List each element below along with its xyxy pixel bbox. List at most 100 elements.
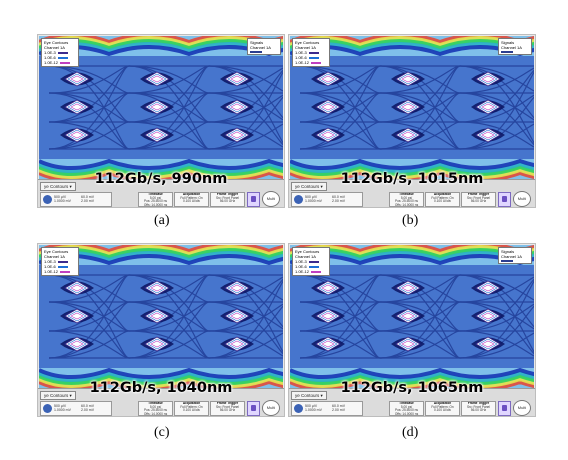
lock-body-icon: [251, 405, 256, 411]
legend-entry: 1.0E-12: [295, 269, 327, 274]
frame-trigger-box[interactable]: Frame Trigger Src: Front Panel 56.00 GHz: [210, 401, 245, 416]
info-box-value: 5.00 ps/: [400, 404, 413, 409]
lock-icon[interactable]: [498, 192, 511, 207]
bottom-bar: ye Contours ▾ 500 µV/ 1.0000 mV 60.0 mV 2.0…: [38, 388, 284, 416]
info-box-header: Acquisition: [433, 401, 452, 405]
eye-panel-a: Eye Contours Channel 1A 1.0E-3 1.0E-6 1.0E-1…: [37, 34, 285, 208]
eye-diagram-screen[interactable]: [39, 245, 283, 388]
signals-legend: Signals Channel 1A: [498, 247, 532, 264]
lock-body-icon: [251, 196, 256, 202]
eye-contours-legend: Eye Contours Channel 1A 1.0E-3 1.0E-6 1.0E-1…: [292, 38, 330, 67]
acquisition-box[interactable]: Acquisition Full Pattern: On 0.100 UI/div: [425, 192, 460, 207]
legend-title: Eye Contours: [295, 40, 320, 45]
acquisition-box[interactable]: Acquisition Full Pattern: On 0.100 UI/div: [174, 401, 209, 416]
channel-setting-value: 500 µV/: [54, 195, 67, 199]
info-box-header: Frame Trigger: [216, 192, 239, 196]
info-box-header: Acquisition: [182, 192, 201, 196]
signals-channel: Channel 1A: [250, 45, 271, 50]
eye-contours-tab[interactable]: ye Contours ▾: [40, 182, 76, 191]
timebase-box[interactable]: Timebase 5.00 ps/Pos: 25.5000 ns Offs: 14.…: [389, 192, 424, 207]
eye-caption: 112Gb/s, 990nm: [94, 171, 228, 187]
eye-contours-tab[interactable]: ye Contours ▾: [291, 391, 327, 400]
signals-channel: Channel 1A: [501, 45, 522, 50]
timebase-box[interactable]: Timebase 5.00 ps/Pos: 25.5000 ns Offs: 14.…: [138, 401, 173, 416]
info-box-header: Acquisition: [433, 192, 452, 196]
info-box-value: Offs: 14.0000 ns: [394, 202, 419, 207]
signals-title: Signals: [501, 249, 515, 254]
info-box-value: Pos: 25.5000 ns: [394, 408, 419, 413]
info-box-header: Timebase: [148, 192, 163, 196]
multiplier-icon[interactable]: Multi: [262, 400, 280, 416]
lock-icon[interactable]: [247, 192, 260, 207]
lock-icon[interactable]: [247, 401, 260, 416]
legend-swatch-icon: [57, 56, 68, 59]
oscilloscope-window: Eye Contours Channel 1A 1.0E-3 1.0E-6 1.0E-1…: [288, 34, 536, 208]
channel-icon: [43, 404, 52, 413]
bottom-bar: ye Contours ▾ 500 µV/ 1.0000 mV 60.0 mV 2.0…: [38, 179, 284, 207]
legend-entry: 1.0E-12: [295, 60, 327, 65]
frame-trigger-box[interactable]: Frame Trigger Src: Front Panel 56.00 GHz: [461, 192, 496, 207]
signals-legend: Signals Channel 1A: [247, 38, 281, 55]
info-box-value: Src: Front Panel: [215, 404, 240, 409]
acquisition-box[interactable]: Acquisition Full Pattern: On 0.100 UI/div: [174, 192, 209, 207]
signal-swatch-icon: [501, 260, 513, 262]
eye-diagram-screen[interactable]: [290, 36, 534, 179]
legend-entry-label: 1.0E-6: [295, 55, 307, 60]
info-box-header: Timebase: [399, 192, 414, 196]
legend-entry: 1.0E-12: [44, 60, 76, 65]
eye-contours-legend: Eye Contours Channel 1A 1.0E-3 1.0E-6 1.0E-1…: [41, 38, 79, 67]
lock-icon[interactable]: [498, 401, 511, 416]
info-box-value: Pos: 25.5000 ns: [143, 199, 168, 204]
legend-entry-label: 1.0E-3: [295, 50, 307, 55]
oscilloscope-window: Eye Contours Channel 1A 1.0E-3 1.0E-6 1.0E-1…: [288, 243, 536, 417]
channel-setting-value: 2.00 mV: [332, 408, 346, 412]
channel-settings-box[interactable]: 500 µV/ 1.0000 mV 60.0 mV 2.00 mV: [40, 192, 112, 207]
channel-setting-value: 60.0 mV: [332, 404, 346, 408]
lock-body-icon: [502, 405, 507, 411]
subfigure-label-c: (c): [154, 425, 170, 440]
info-box-header: Frame Trigger: [467, 401, 490, 405]
info-box-value: 5.00 ps/: [149, 404, 162, 409]
info-box-value: 5.00 ps/: [400, 195, 413, 200]
timebase-box[interactable]: Timebase 5.00 ps/Pos: 25.5000 ns Offs: 14.…: [138, 192, 173, 207]
info-box-value: Full Pattern: On: [431, 404, 454, 409]
channel-setting-value: 1.0000 mV: [54, 199, 71, 203]
eye-contours-tab[interactable]: ye Contours ▾: [291, 182, 327, 191]
legend-entry-label: 1.0E-3: [44, 50, 56, 55]
legend-channel: Channel 1A: [295, 45, 316, 50]
signals-channel: Channel 1A: [501, 254, 522, 259]
multiplier-icon[interactable]: Multi: [262, 191, 280, 207]
legend-entry-label: 1.0E-3: [44, 259, 56, 264]
subfigure-label-a: (a): [154, 213, 170, 228]
acquisition-box[interactable]: Acquisition Full Pattern: On 0.100 UI/div: [425, 401, 460, 416]
eye-diagram-screen[interactable]: [290, 245, 534, 388]
timebase-box[interactable]: Timebase 5.00 ps/Pos: 25.5000 ns Offs: 14.…: [389, 401, 424, 416]
legend-entry: 1.0E-3: [44, 50, 76, 55]
channel-icon: [294, 195, 303, 204]
eye-diagram-screen[interactable]: [39, 36, 283, 179]
multiplier-icon[interactable]: Multi: [513, 400, 531, 416]
channel-settings-box[interactable]: 500 µV/ 1.0000 mV 60.0 mV 2.00 mV: [291, 401, 363, 416]
channel-icon: [43, 195, 52, 204]
channel-setting-value: 60.0 mV: [81, 195, 95, 199]
frame-trigger-box[interactable]: Frame Trigger Src: Front Panel 56.00 GHz: [210, 192, 245, 207]
info-box-header: Timebase: [399, 401, 414, 405]
legend-swatch-icon: [311, 270, 322, 273]
info-box-value: 0.100 UI/div: [433, 199, 451, 204]
info-box-value: 56.00 GHz: [219, 199, 236, 204]
legend-entry-label: 1.0E-6: [44, 264, 56, 269]
info-box-header: Frame Trigger: [467, 192, 490, 196]
info-box-value: 0.100 UI/div: [182, 199, 200, 204]
channel-settings-box[interactable]: 500 µV/ 1.0000 mV 60.0 mV 2.00 mV: [40, 401, 112, 416]
channel-setting-value: 500 µV/: [305, 195, 318, 199]
frame-trigger-box[interactable]: Frame Trigger Src: Front Panel 56.00 GHz: [461, 401, 496, 416]
multiplier-icon[interactable]: Multi: [513, 191, 531, 207]
channel-settings-box[interactable]: 500 µV/ 1.0000 mV 60.0 mV 2.00 mV: [291, 192, 363, 207]
bottom-bar: ye Contours ▾ 500 µV/ 1.0000 mV 60.0 mV 2.0…: [289, 179, 535, 207]
eye-panel-d: Eye Contours Channel 1A 1.0E-3 1.0E-6 1.0E-1…: [288, 243, 536, 417]
channel-setting-value: 500 µV/: [54, 404, 67, 408]
info-box-value: Offs: 14.0000 ns: [394, 411, 419, 416]
eye-contours-tab[interactable]: ye Contours ▾: [40, 391, 76, 400]
legend-channel: Channel 1A: [295, 254, 316, 259]
info-box-value: Pos: 25.5000 ns: [394, 199, 419, 204]
